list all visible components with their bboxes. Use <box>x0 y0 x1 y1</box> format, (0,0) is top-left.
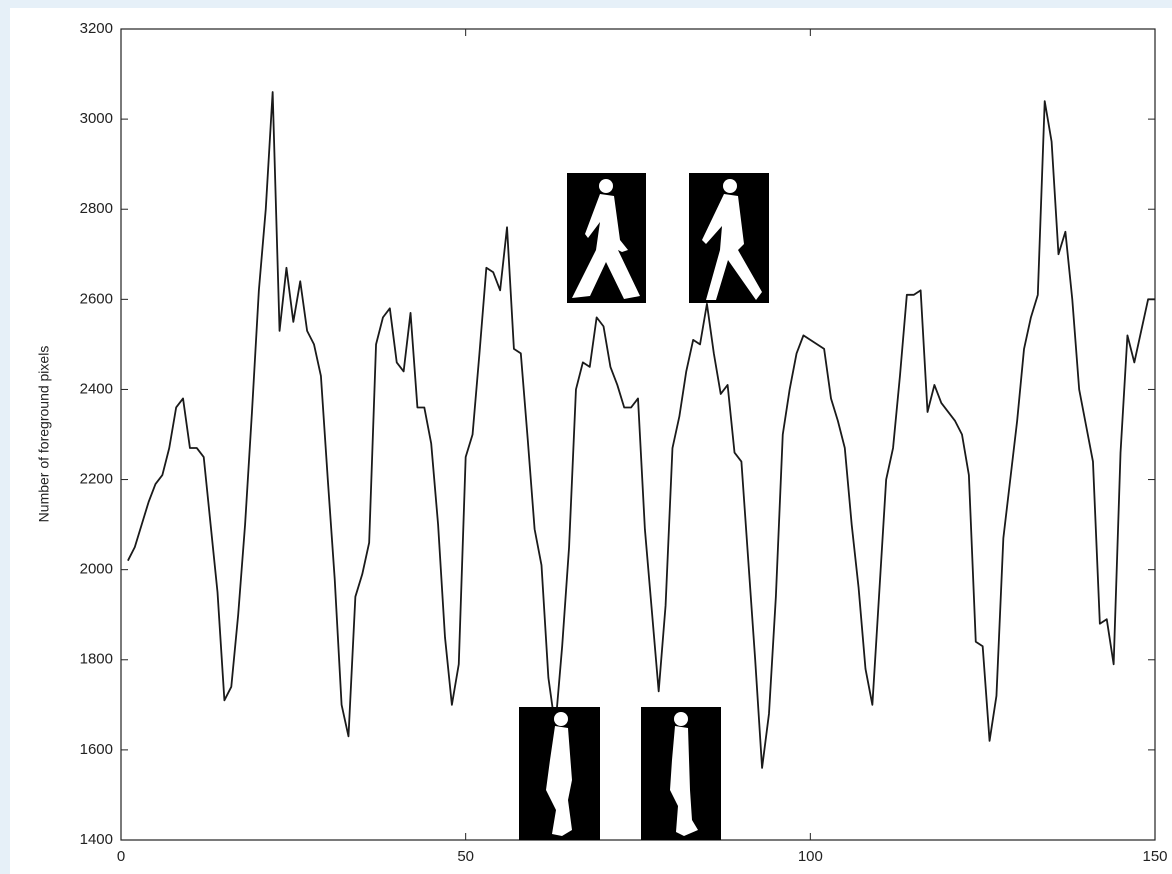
y-tick-label: 3200 <box>80 20 113 37</box>
y-tick-label: 2200 <box>80 471 113 488</box>
x-tick-label: 150 <box>1142 848 1167 865</box>
y-tick-label: 2400 <box>80 380 113 397</box>
y-tick-label: 1800 <box>80 651 113 668</box>
y-tick-label: 2000 <box>80 561 113 578</box>
plot-frame <box>120 28 1156 841</box>
x-tick-label: 100 <box>798 848 823 865</box>
y-tick-label: 1400 <box>80 831 113 848</box>
y-tick-label: 3000 <box>80 110 113 127</box>
silhouette <box>689 173 769 303</box>
silhouette <box>641 707 721 840</box>
silhouette <box>567 173 646 303</box>
x-tick-label: 0 <box>117 848 125 865</box>
x-tick-label: 50 <box>457 848 474 865</box>
y-axis-label: Number of foreground pixels <box>36 346 52 523</box>
y-tick-label: 2800 <box>80 200 113 217</box>
data-line <box>127 91 1155 769</box>
y-tick-label: 2600 <box>80 290 113 307</box>
silhouette <box>519 707 600 840</box>
y-tick-label: 1600 <box>80 741 113 758</box>
